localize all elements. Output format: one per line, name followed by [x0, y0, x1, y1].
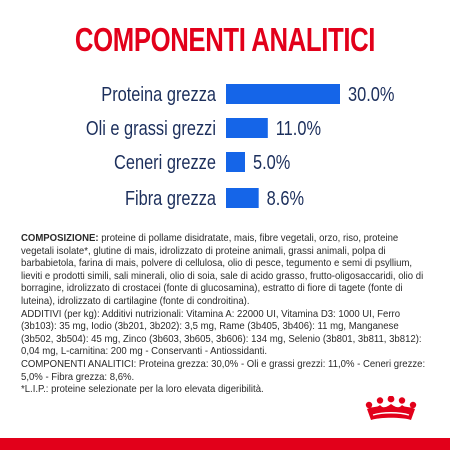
bar-chart: Proteina grezza 30.0% Oli e grassi grezzi 1…: [86, 83, 395, 210]
analytical-text: COMPONENTI ANALITICI: Proteina grezza: 3…: [21, 358, 426, 383]
category-label: Fibra grezza: [125, 187, 217, 210]
category-label: Oli e grassi grezzi: [86, 117, 216, 140]
composition-text: COMPOSIZIONE: proteine di pollame disidr…: [21, 233, 431, 397]
composition-body: proteine di pollame disidratate, mais, f…: [21, 233, 424, 307]
crown-icon: [365, 396, 417, 420]
footnote-text: *L.I.P.: proteine selezionate per la lor…: [21, 384, 264, 396]
category-label: Proteina grezza: [101, 83, 216, 106]
composition-heading: COMPOSIZIONE:: [21, 233, 99, 244]
composition-paragraph: COMPOSIZIONE: proteine di pollame disidr…: [21, 233, 431, 309]
value-label: 30.0%: [348, 83, 394, 106]
bar: [226, 152, 245, 172]
value-label: 11.0%: [276, 117, 321, 140]
bottom-brand-bar: [0, 438, 450, 450]
value-label: 8.6%: [267, 187, 304, 210]
chart-title: COMPONENTI ANALITICI: [74, 21, 376, 58]
bar: [226, 118, 268, 138]
value-label: 5.0%: [253, 151, 290, 174]
additives-text: ADDITIVI (per kg): Additivi nutrizionali…: [21, 308, 422, 358]
category-label: Ceneri grezze: [114, 151, 216, 174]
bar: [226, 188, 259, 208]
bar: [226, 84, 340, 104]
